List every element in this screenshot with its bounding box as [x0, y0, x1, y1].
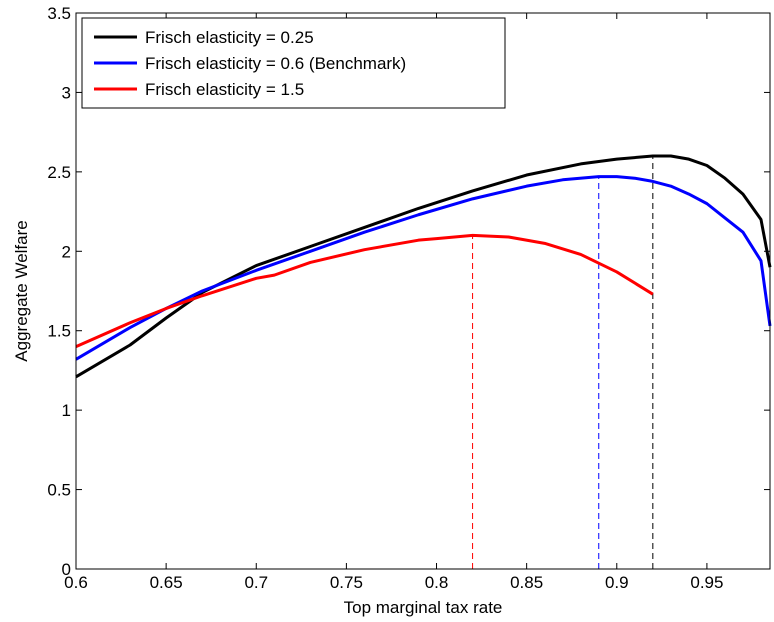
x-tick-label: 0.7 — [244, 573, 268, 592]
series-lines — [75, 154, 772, 379]
x-tick-label: 0.75 — [330, 573, 363, 592]
plot-frame — [75, 12, 771, 570]
x-tick-label: 0.6 — [64, 573, 88, 592]
legend-label-0: Frisch elasticity = 0.25 — [145, 28, 314, 47]
y-tick-label: 3.5 — [47, 4, 71, 23]
x-axis: 0.6 0.65 0.7 0.75 0.8 0.85 0.9 0.95 — [64, 13, 723, 592]
legend-box — [81, 17, 506, 109]
legend: Frisch elasticity = 0.25 Frisch elasticit… — [81, 17, 506, 109]
x-tick-label: 0.9 — [605, 573, 629, 592]
y-tick-label: 1 — [62, 401, 71, 420]
x-axis-title: Top marginal tax rate — [344, 598, 503, 617]
y-tick-label: 3 — [62, 83, 71, 102]
y-tick-label: 1.5 — [47, 322, 71, 341]
legend-label-2: Frisch elasticity = 1.5 — [145, 80, 304, 99]
y-axis-title: Aggregate Welfare — [12, 220, 31, 361]
series-line-1 — [75, 175, 772, 361]
y-tick-label: 2 — [62, 242, 71, 261]
reference-lines — [472, 155, 654, 569]
x-tick-label: 0.95 — [690, 573, 723, 592]
x-tick-label: 0.65 — [150, 573, 183, 592]
series-line-2 — [75, 233, 654, 348]
y-tick-label: 2.5 — [47, 163, 71, 182]
legend-label-1: Frisch elasticity = 0.6 (Benchmark) — [145, 54, 406, 73]
y-axis: 0 0.5 1 1.5 2 2.5 3 3.5 — [47, 4, 770, 579]
x-tick-label: 0.8 — [425, 573, 449, 592]
y-tick-label: 0.5 — [47, 481, 71, 500]
x-tick-label: 0.85 — [510, 573, 543, 592]
y-tick-label: 0 — [62, 560, 71, 579]
